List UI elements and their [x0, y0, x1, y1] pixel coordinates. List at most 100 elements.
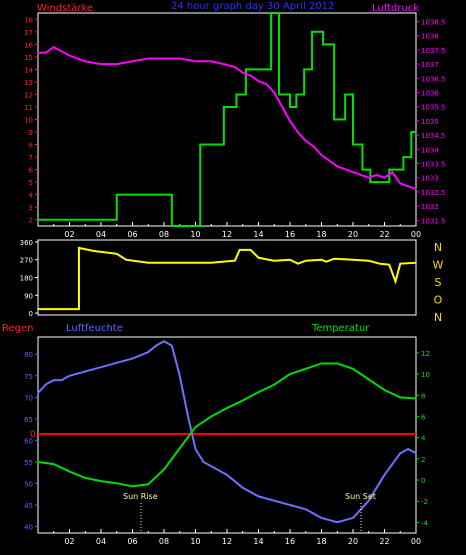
y-tick-label: 1033 — [421, 175, 439, 183]
y-tick-label: 10 — [421, 371, 430, 379]
x-tick-label: 20 — [348, 537, 358, 546]
series-point — [320, 362, 323, 365]
series-point — [131, 357, 134, 360]
y-tick-label: -4 — [421, 519, 429, 527]
series-point — [115, 218, 118, 221]
y-tick-label: 1036.5 — [421, 75, 446, 83]
top-panel-frame — [37, 12, 417, 227]
y-tick-label: 1032.5 — [421, 189, 446, 197]
series-point — [322, 43, 324, 46]
series-point — [241, 71, 244, 74]
series-point — [45, 51, 47, 54]
y-tick-label: 1035 — [421, 118, 439, 126]
humidity-series-line — [37, 340, 417, 524]
series-point — [171, 344, 173, 347]
x-tick-label: 02 — [64, 537, 74, 546]
series-point — [289, 258, 291, 261]
direction-axis: 0 90 180 270 360 — [20, 239, 38, 318]
series-point — [415, 261, 417, 264]
series-point — [322, 30, 324, 33]
series-point — [52, 46, 55, 48]
y-tick-label: 17 — [24, 29, 33, 37]
series-point — [289, 93, 291, 96]
compass-label: W — [433, 259, 444, 272]
y-tick-label: 3 — [29, 204, 33, 212]
series-point — [241, 486, 244, 489]
series-point — [336, 165, 339, 168]
y-tick-label: 8 — [29, 142, 33, 150]
series-point — [147, 57, 150, 60]
top-left-axis: 2 3 4 5 6 7 8 9 10 11 12 13 14 15 16 17 18 — [24, 16, 38, 225]
direction-points — [37, 247, 417, 310]
series-point — [399, 262, 402, 265]
series-point — [281, 105, 283, 108]
x-tick-label: 18 — [316, 537, 326, 546]
x-tick-label: 18 — [316, 230, 326, 239]
y-tick-label: 11 — [24, 104, 33, 112]
series-point — [304, 367, 307, 370]
series-point — [336, 521, 339, 524]
series-point — [352, 143, 354, 146]
series-point — [199, 143, 202, 146]
y-tick-label: 18 — [24, 16, 33, 24]
x-tick-label: 06 — [127, 230, 137, 239]
series-point — [235, 93, 238, 96]
series-point — [115, 482, 118, 485]
y-tick-label: 0 — [29, 310, 33, 318]
series-point — [311, 68, 313, 71]
series-point — [399, 452, 402, 455]
series-point — [333, 43, 335, 46]
series-point — [369, 181, 372, 183]
wind-series-line — [38, 12, 416, 227]
y-tick-label: 12 — [24, 91, 33, 99]
series-point — [257, 80, 260, 82]
rain-axis-title: Regen — [2, 323, 34, 334]
series-point — [344, 168, 346, 170]
series-point — [367, 176, 370, 179]
x-tick-label: 14 — [253, 230, 263, 239]
series-point — [155, 344, 157, 347]
y-tick-label: 1035.5 — [421, 104, 446, 112]
series-point — [415, 397, 417, 400]
series-point — [289, 120, 291, 122]
series-point — [278, 12, 280, 14]
y-tick-label: 270 — [20, 257, 33, 265]
y-tick-label: 8 — [421, 392, 425, 400]
series-point — [361, 168, 364, 171]
pressure-points — [37, 46, 417, 190]
series-point — [344, 118, 346, 121]
series-point — [415, 131, 417, 133]
series-point — [125, 258, 127, 261]
y-tick-label: 50 — [24, 480, 33, 488]
compass-label: O — [434, 294, 443, 307]
series-point — [115, 362, 118, 364]
series-point — [312, 145, 315, 148]
series-point — [60, 379, 63, 381]
series-point — [369, 168, 372, 171]
series-point — [410, 156, 413, 158]
y-tick-label: 360 — [20, 239, 33, 247]
temperature-series-line — [37, 362, 417, 488]
series-point — [100, 480, 102, 482]
series-point — [194, 448, 197, 450]
y-tick-label: 4 — [421, 435, 426, 443]
y-tick-label: 90 — [24, 292, 33, 300]
series-point — [383, 474, 386, 476]
series-point — [84, 370, 87, 373]
series-point — [37, 308, 39, 310]
y-tick-label: -2 — [421, 498, 428, 506]
y-tick-label: 15 — [24, 54, 33, 62]
series-point — [273, 91, 276, 94]
series-point — [178, 447, 181, 450]
series-point — [402, 168, 405, 171]
series-point — [257, 391, 260, 393]
y-tick-label: 9 — [29, 129, 33, 137]
series-point — [234, 66, 236, 68]
series-point — [352, 171, 354, 173]
series-point — [415, 452, 417, 455]
series-point — [303, 93, 305, 96]
series-point — [407, 185, 409, 188]
x-tick-label: 12 — [222, 230, 232, 239]
top-x-axis: 02 04 06 08 10 12 14 16 18 20 22 00 — [53, 222, 421, 239]
series-point — [320, 258, 323, 261]
